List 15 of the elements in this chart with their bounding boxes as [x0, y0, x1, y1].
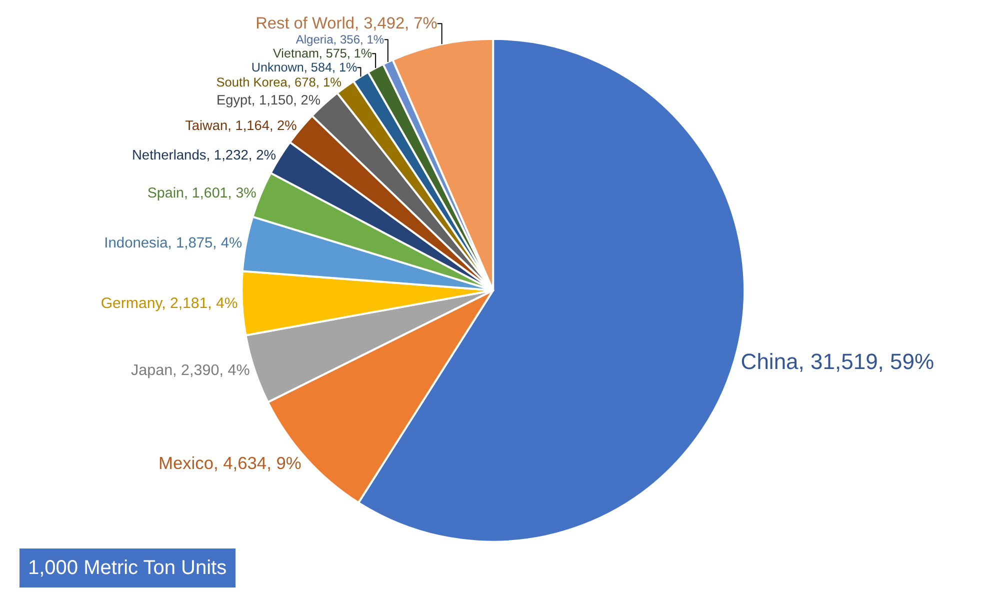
slice-label: Japan, 2,390, 4% — [130, 362, 250, 379]
slice-label: Netherlands, 1,232, 2% — [132, 148, 276, 163]
slice-label: Vietnam, 575, 1% — [273, 46, 372, 61]
slice-label: Rest of World, 3,492, 7% — [256, 14, 438, 33]
slice-label: Egypt, 1,150, 2% — [216, 92, 321, 108]
slice-label: South Korea, 678, 1% — [216, 74, 342, 90]
slice-label: Algeria, 356, 1% — [296, 32, 384, 47]
text: 1,000 Metric Ton Units — [28, 557, 227, 579]
slice-label: Unknown, 584, 1% — [251, 60, 358, 75]
slice-label: Taiwan, 1,164, 2% — [185, 118, 297, 134]
slice-label: Indonesia, 1,875, 4% — [104, 235, 242, 252]
slice-label: Germany, 2,181, 4% — [100, 294, 238, 312]
slice-label: Mexico, 4,634, 9% — [158, 453, 302, 474]
slice-label: China, 31,519, 59% — [740, 348, 934, 374]
slice-label: Spain, 1,601, 3% — [147, 185, 257, 202]
